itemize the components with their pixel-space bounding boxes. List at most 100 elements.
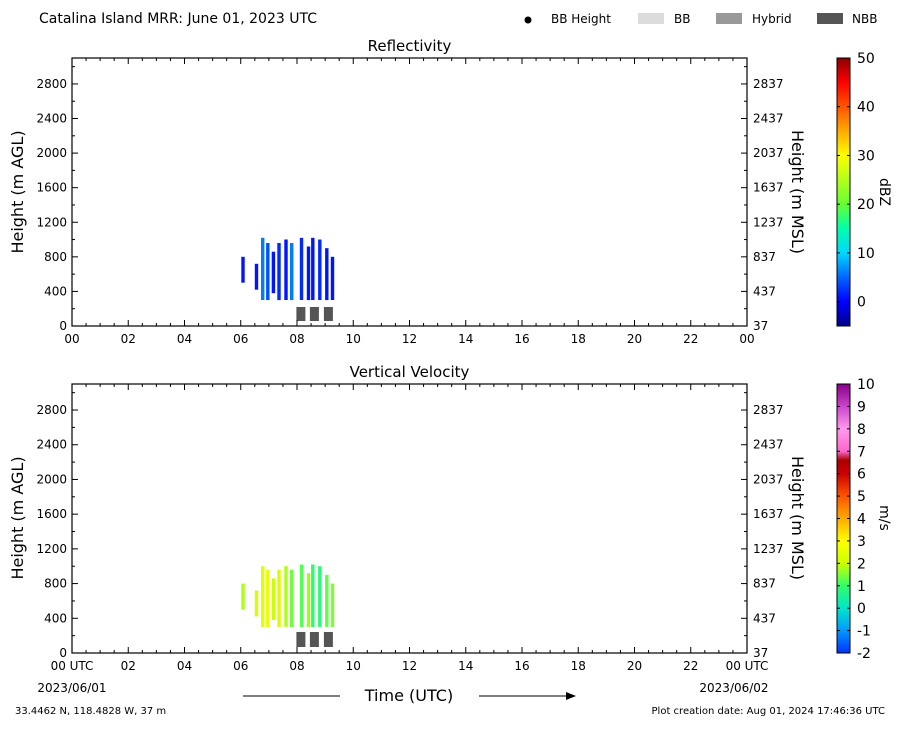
- x-tick-label-7: 14: [458, 659, 473, 673]
- echo-column-5: [277, 569, 281, 627]
- velocity-bb-flags: [296, 632, 333, 647]
- reflectivity-ylabel-left: Height (m AGL): [8, 130, 27, 253]
- y-tick-label-right-5: 2037: [753, 472, 784, 486]
- echo-column-6: [284, 239, 288, 300]
- echo-column-1: [254, 590, 259, 617]
- time-arrow-head: [566, 692, 576, 700]
- y-tick-label-left-4: 1600: [36, 181, 67, 195]
- echo-column-10: [311, 564, 315, 627]
- echo-column-1: [254, 263, 259, 290]
- y-tick-label-right-3: 1237: [753, 542, 784, 556]
- echo-column-0: [241, 256, 245, 283]
- x-tick-label-7: 14: [458, 332, 473, 346]
- y-tick-label-left-0: 0: [59, 319, 67, 333]
- y-tick-label-right-1: 437: [753, 611, 776, 625]
- colorbar-tick-label-5: 50: [857, 51, 875, 67]
- x-tick-label-8: 16: [514, 659, 529, 673]
- x-tick-label-6: 12: [402, 659, 417, 673]
- y-tick-label-right-2: 837: [753, 577, 776, 591]
- colorbar-tick-label-0: 0: [857, 295, 866, 311]
- y-tick-label-right-0: 37: [753, 646, 768, 660]
- x-tick-label-12: 00: [739, 332, 754, 346]
- y-tick-label-left-5: 2000: [36, 146, 67, 160]
- bb-flag-nbb-0: [296, 632, 306, 647]
- colorbar-tick-label-2: 0: [857, 601, 866, 617]
- x-tick-label-2: 04: [177, 659, 192, 673]
- colorbar-tick-label-10: 8: [857, 422, 866, 438]
- legend-hybrid-swatch: [716, 13, 742, 24]
- velocity-ylabel-right: Height (m MSL): [788, 456, 807, 580]
- y-tick-label-left-5: 2000: [36, 472, 67, 486]
- end-date: 2023/06/02: [699, 681, 768, 695]
- legend-bb-height-marker: [524, 16, 532, 24]
- y-tick-label-left-7: 2800: [36, 403, 67, 417]
- colorbar-scale: [836, 57, 851, 327]
- station-location: 33.4462 N, 118.4828 W, 37 m: [15, 706, 166, 717]
- legend-bb-label: BB: [674, 12, 690, 26]
- echo-column-6: [284, 566, 288, 627]
- y-tick-label-left-4: 1600: [36, 507, 67, 521]
- y-tick-label-right-7: 2837: [753, 77, 784, 91]
- y-tick-label-right-7: 2837: [753, 403, 784, 417]
- echo-column-2: [261, 566, 265, 627]
- x-tick-label-5: 10: [346, 332, 361, 346]
- x-tick-label-2: 04: [177, 332, 192, 346]
- y-tick-label-right-0: 37: [753, 319, 768, 333]
- reflectivity-plot-frame: [71, 57, 748, 327]
- reflectivity-colorbar: 0 10 20 30 40 50: [836, 51, 875, 327]
- y-tick-label-left-1: 400: [44, 284, 67, 298]
- y-tick-label-right-1: 437: [753, 284, 776, 298]
- colorbar-tick-label-0: -2: [857, 646, 871, 662]
- y-tick-label-right-4: 1637: [753, 181, 784, 195]
- echo-column-10: [311, 237, 315, 300]
- velocity-ylabel-left: Height (m AGL): [8, 456, 27, 579]
- y-tick-label-right-4: 1637: [753, 507, 784, 521]
- legend-hybrid-label: Hybrid: [752, 12, 792, 26]
- colorbar-tick-label-6: 4: [857, 512, 866, 528]
- echo-column-0: [241, 583, 245, 610]
- y-tick-label-left-7: 2800: [36, 77, 67, 91]
- echo-column-5: [277, 243, 281, 301]
- reflectivity-colorbar-label: dBZ: [876, 178, 892, 206]
- bb-flag-nbb-1: [309, 307, 319, 321]
- echo-column-9: [306, 573, 311, 627]
- velocity-echoes: [241, 564, 335, 627]
- colorbar-tick-label-4: 2: [857, 556, 866, 572]
- y-tick-label-right-3: 1237: [753, 215, 784, 229]
- y-tick-label-left-0: 0: [59, 646, 67, 660]
- y-tick-label-right-6: 2437: [753, 112, 784, 126]
- colorbar-tick-label-1: 10: [857, 246, 875, 262]
- y-tick-label-left-6: 2400: [36, 112, 67, 126]
- y-tick-label-left-3: 1200: [36, 215, 67, 229]
- x-tick-label-1: 02: [121, 332, 136, 346]
- colorbar-tick-label-1: -1: [857, 624, 871, 640]
- bb-flag-nbb-2: [323, 307, 333, 321]
- echo-column-9: [306, 246, 311, 301]
- plot-creation-date: Plot creation date: Aug 01, 2024 17:46:3…: [652, 706, 885, 717]
- colorbar-tick-label-8: 6: [857, 467, 866, 483]
- bb-flag-nbb-1: [309, 632, 319, 647]
- echo-column-3: [266, 569, 270, 627]
- x-tick-label-4: 08: [289, 659, 304, 673]
- velocity-plot-frame: [71, 383, 748, 654]
- y-tick-label-left-2: 800: [44, 577, 67, 591]
- colorbar-tick-label-9: 7: [857, 444, 866, 460]
- x-tick-label-4: 08: [289, 332, 304, 346]
- colorbar-tick-label-7: 5: [857, 489, 866, 505]
- bright-band-legend: BB Height BB Hybrid NBB: [524, 12, 877, 26]
- echo-column-2: [261, 237, 265, 300]
- y-tick-label-left-6: 2400: [36, 438, 67, 452]
- echo-column-11: [318, 239, 322, 300]
- x-tick-label-8: 16: [514, 332, 529, 346]
- vertical-velocity-panel: Vertical Velocity 00 UTC 02 04 06 08 10 12 14 16…: [8, 363, 892, 673]
- reflectivity-panel: Reflectivity 00 02 04 06 08 10 12 14 16 18 20 22 000…: [8, 37, 892, 346]
- echo-column-4: [271, 251, 276, 294]
- echo-column-11: [318, 566, 322, 627]
- echo-column-12: [325, 248, 329, 301]
- echo-column-13: [330, 583, 335, 627]
- colorbar-tick-label-12: 10: [857, 377, 875, 393]
- start-date: 2023/06/01: [37, 681, 106, 695]
- y-tick-label-right-5: 2037: [753, 146, 784, 160]
- echo-column-7: [290, 569, 294, 627]
